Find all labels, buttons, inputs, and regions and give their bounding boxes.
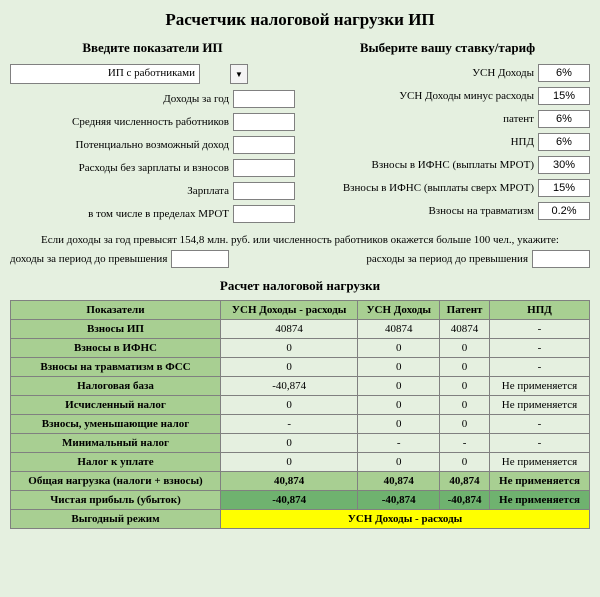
table-header: УСН Доходы: [358, 301, 440, 320]
right-field-label: НПД: [511, 136, 538, 148]
table-row-label: Взносы в ИФНС: [11, 339, 221, 358]
table-header: НПД: [489, 301, 589, 320]
table-cell: -: [221, 415, 358, 434]
excess-note: Если доходы за год превысят 154,8 млн. р…: [10, 234, 590, 246]
right-field-input[interactable]: [538, 133, 590, 151]
table-cell: 40874: [440, 320, 490, 339]
table-cell: 0: [440, 453, 490, 472]
table-row-label: Взносы ИП: [11, 320, 221, 339]
left-field-label: Расходы без зарплаты и взносов: [79, 162, 233, 174]
calc-title: Расчет налоговой нагрузки: [10, 278, 590, 294]
page-title: Расчетчик налоговой нагрузки ИП: [10, 10, 590, 30]
table-cell: -40,874: [440, 491, 490, 510]
table-cell: -40,874: [221, 377, 358, 396]
table-cell: 0: [358, 453, 440, 472]
excess-income-label: доходы за период до превышения: [10, 253, 171, 265]
right-field-input[interactable]: [538, 179, 590, 197]
right-field-input[interactable]: [538, 156, 590, 174]
table-cell: -: [489, 434, 589, 453]
table-row-label: Минимальный налог: [11, 434, 221, 453]
table-cell: -: [489, 415, 589, 434]
dropdown-icon[interactable]: ▼: [230, 64, 248, 84]
table-header: Показатели: [11, 301, 221, 320]
table-cell: -: [489, 320, 589, 339]
right-field-label: УСН Доходы: [472, 67, 538, 79]
table-cell: 0: [440, 415, 490, 434]
left-field-label: Доходы за год: [163, 93, 233, 105]
inputs-right: Выберите вашу ставку/тариф УСН Доходы УСН…: [305, 40, 590, 228]
right-field-label: Взносы в ИФНС (выплаты сверх МРОТ): [343, 182, 538, 194]
ip-type-value: ИП с работниками: [10, 64, 200, 84]
table-cell: Не применяется: [489, 491, 589, 510]
calc-table: ПоказателиУСН Доходы - расходыУСН Доходы…: [10, 300, 590, 529]
table-cell: -: [489, 339, 589, 358]
right-field-label: Взносы в ИФНС (выплаты МРОТ): [371, 159, 538, 171]
table-cell: 0: [358, 377, 440, 396]
table-row-label: Взносы на травматизм в ФСС: [11, 358, 221, 377]
table-cell: -: [489, 358, 589, 377]
left-field-input[interactable]: [233, 90, 295, 108]
table-row-label: Взносы, уменьшающие налог: [11, 415, 221, 434]
best-value: УСН Доходы - расходы: [221, 510, 590, 529]
ip-type-select[interactable]: ИП с работниками ▼: [10, 64, 248, 84]
right-field-input[interactable]: [538, 202, 590, 220]
table-cell: Не применяется: [489, 377, 589, 396]
left-field-input[interactable]: [233, 159, 295, 177]
table-cell: Не применяется: [489, 396, 589, 415]
table-cell: 0: [440, 396, 490, 415]
table-cell: 0: [358, 358, 440, 377]
left-heading: Введите показатели ИП: [10, 40, 295, 56]
right-heading: Выберите вашу ставку/тариф: [305, 40, 590, 56]
table-header: УСН Доходы - расходы: [221, 301, 358, 320]
table-cell: -: [358, 434, 440, 453]
table-cell: Не применяется: [489, 472, 589, 491]
table-cell: 0: [358, 396, 440, 415]
table-row-label: Общая нагрузка (налоги + взносы): [11, 472, 221, 491]
excess-expense-label: расходы за период до превышения: [366, 253, 532, 265]
table-cell: -40,874: [221, 491, 358, 510]
table-cell: 0: [440, 339, 490, 358]
table-row-label: Налоговая база: [11, 377, 221, 396]
table-cell: 40,874: [440, 472, 490, 491]
left-field-label: Средняя численность работников: [72, 116, 233, 128]
table-cell: 0: [358, 339, 440, 358]
table-row-label: Налог к уплате: [11, 453, 221, 472]
left-field-label: Зарплата: [187, 185, 233, 197]
best-label: Выгодный режим: [11, 510, 221, 529]
table-cell: 0: [358, 415, 440, 434]
left-field-input[interactable]: [233, 136, 295, 154]
table-cell: 40874: [221, 320, 358, 339]
table-header: Патент: [440, 301, 490, 320]
left-field-label: Потенциально возможный доход: [76, 139, 233, 151]
table-cell: 40,874: [221, 472, 358, 491]
table-cell: 0: [221, 339, 358, 358]
right-field-input[interactable]: [538, 64, 590, 82]
right-field-label: патент: [503, 113, 538, 125]
inputs-left: Введите показатели ИП ИП с работниками ▼…: [10, 40, 295, 228]
table-cell: 0: [440, 358, 490, 377]
left-field-input[interactable]: [233, 205, 295, 223]
left-field-input[interactable]: [233, 182, 295, 200]
left-field-input[interactable]: [233, 113, 295, 131]
table-cell: 0: [221, 453, 358, 472]
right-field-input[interactable]: [538, 110, 590, 128]
excess-income-input[interactable]: [171, 250, 229, 268]
left-field-label: в том числе в пределах МРОТ: [88, 208, 233, 220]
excess-expense-input[interactable]: [532, 250, 590, 268]
right-field-label: УСН Доходы минус расходы: [399, 90, 538, 102]
right-field-label: Взносы на травматизм: [428, 205, 538, 217]
table-cell: 0: [221, 396, 358, 415]
right-field-input[interactable]: [538, 87, 590, 105]
table-cell: 40874: [358, 320, 440, 339]
table-row-label: Исчисленный налог: [11, 396, 221, 415]
table-row-label: Чистая прибыль (убыток): [11, 491, 221, 510]
table-cell: -40,874: [358, 491, 440, 510]
table-cell: Не применяется: [489, 453, 589, 472]
table-cell: -: [440, 434, 490, 453]
table-cell: 40,874: [358, 472, 440, 491]
table-cell: 0: [221, 358, 358, 377]
table-cell: 0: [221, 434, 358, 453]
table-cell: 0: [440, 377, 490, 396]
